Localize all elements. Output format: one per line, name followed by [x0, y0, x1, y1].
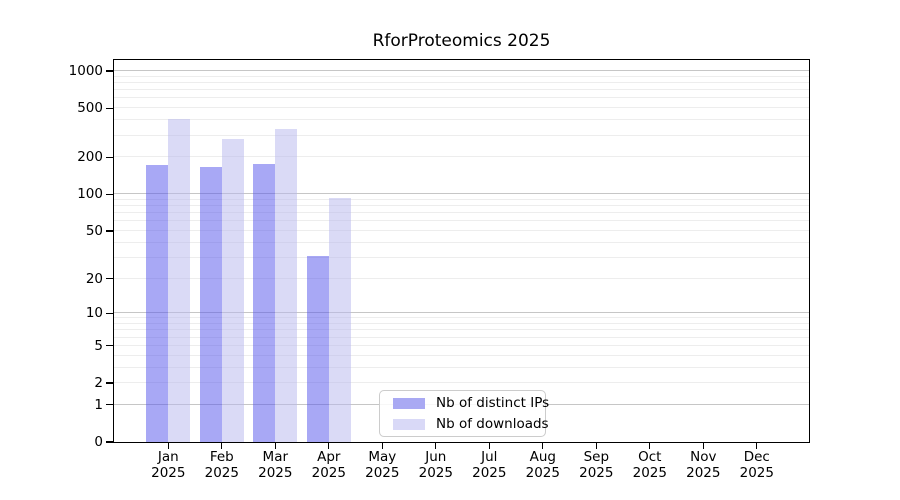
y-tick-label-1000: 1000 [68, 63, 103, 79]
legend-item-downloads: Nb of downloads [380, 415, 549, 434]
x-tick-jul [488, 443, 490, 449]
bar-downloads-apr [328, 198, 351, 442]
x-tick-label-nov: Nov 2025 [686, 449, 721, 481]
gridline-10 [114, 312, 809, 314]
bar-ips-apr [306, 255, 329, 442]
x-tick-label-dec: Dec 2025 [739, 449, 774, 481]
y-tick-label-2: 2 [94, 375, 103, 391]
gridline-1000 [114, 70, 809, 71]
y-tick-10 [106, 312, 113, 314]
x-tick-label-apr: Apr 2025 [311, 449, 346, 481]
y-tick-0 [106, 441, 113, 443]
x-tick-label-may: May 2025 [365, 449, 400, 481]
x-tick-label-jan: Jan 2025 [151, 449, 186, 481]
y-tick-label-20: 20 [85, 270, 103, 287]
gridline-60 [114, 220, 809, 222]
gridline-900 [114, 75, 809, 77]
gridline-7 [114, 329, 809, 331]
legend-label-downloads: Nb of downloads [436, 416, 549, 432]
bar-downloads-feb [221, 138, 244, 442]
y-tick-label-500: 500 [77, 100, 103, 117]
y-tick-label-10: 10 [85, 305, 103, 322]
x-tick-apr [328, 443, 330, 449]
y-tick-label-200: 200 [77, 149, 103, 166]
gridline-4 [114, 354, 809, 356]
gridline-100 [114, 193, 809, 195]
gridline-70 [114, 212, 809, 214]
x-tick-label-sep: Sep 2025 [579, 449, 614, 481]
x-tick-sep [595, 443, 597, 449]
gridline-8 [114, 323, 809, 325]
gridline-2 [114, 382, 809, 384]
bar-ips-mar [253, 164, 276, 442]
gridline-800 [114, 81, 809, 83]
gridline-5 [114, 344, 809, 346]
plot-area [113, 59, 810, 443]
legend-item-distinct-ips: Nb of distinct IPs [380, 394, 549, 413]
y-tick-label-1: 1 [94, 396, 103, 413]
x-tick-label-jul: Jul 2025 [472, 449, 507, 481]
y-tick-20 [106, 277, 113, 280]
y-tick-200 [106, 156, 113, 158]
x-tick-mar [274, 443, 276, 449]
gridline-30 [114, 256, 809, 258]
bar-downloads-jan [168, 118, 191, 442]
gridline-500 [114, 107, 809, 109]
gridline-300 [114, 134, 809, 136]
y-tick-50 [106, 230, 113, 232]
gridline-700 [114, 89, 809, 91]
gridline-9 [114, 317, 809, 319]
x-tick-jun [435, 443, 437, 449]
x-tick-label-aug: Aug 2025 [525, 449, 560, 481]
y-tick-label-0: 0 [94, 434, 103, 450]
gridline-40 [114, 241, 809, 243]
y-tick-1000 [106, 70, 113, 72]
y-tick-1 [106, 404, 113, 406]
gridline-200 [114, 156, 809, 158]
bar-ips-jan [146, 165, 169, 442]
y-tick-5 [106, 345, 113, 347]
y-tick-label-50: 50 [85, 222, 103, 239]
legend: Nb of distinct IPs Nb of downloads [379, 390, 549, 437]
y-tick-label-5: 5 [94, 337, 103, 354]
gridline-400 [114, 119, 809, 121]
x-tick-label-feb: Feb 2025 [204, 449, 239, 481]
x-tick-dec [756, 443, 758, 449]
x-tick-jan [167, 443, 169, 449]
x-tick-oct [649, 443, 651, 449]
gridline-6 [114, 336, 809, 338]
bar-ips-feb [199, 166, 222, 442]
gridline-80 [114, 205, 809, 207]
x-tick-label-mar: Mar 2025 [258, 449, 293, 481]
x-tick-aug [542, 443, 544, 449]
x-tick-nov [702, 443, 704, 449]
gridline-600 [114, 97, 809, 99]
y-tick-2 [106, 382, 113, 384]
gridline-90 [114, 198, 809, 200]
legend-label-distinct-ips: Nb of distinct IPs [436, 395, 550, 411]
y-tick-500 [106, 107, 113, 109]
gridline-20 [114, 277, 809, 279]
x-tick-label-oct: Oct 2025 [632, 449, 667, 481]
gridline-3 [114, 366, 809, 368]
x-tick-may [381, 443, 383, 449]
gridline-50 [114, 229, 809, 231]
x-tick-feb [221, 443, 223, 449]
chart-title: RforProteomics 2025 [372, 31, 551, 51]
y-tick-100 [106, 193, 113, 195]
legend-swatch-distinct-ips-icon [393, 397, 425, 409]
bar-downloads-mar [275, 128, 298, 442]
legend-swatch-downloads-icon [393, 418, 425, 430]
x-tick-label-jun: Jun 2025 [418, 449, 453, 481]
y-tick-label-100: 100 [77, 186, 103, 203]
